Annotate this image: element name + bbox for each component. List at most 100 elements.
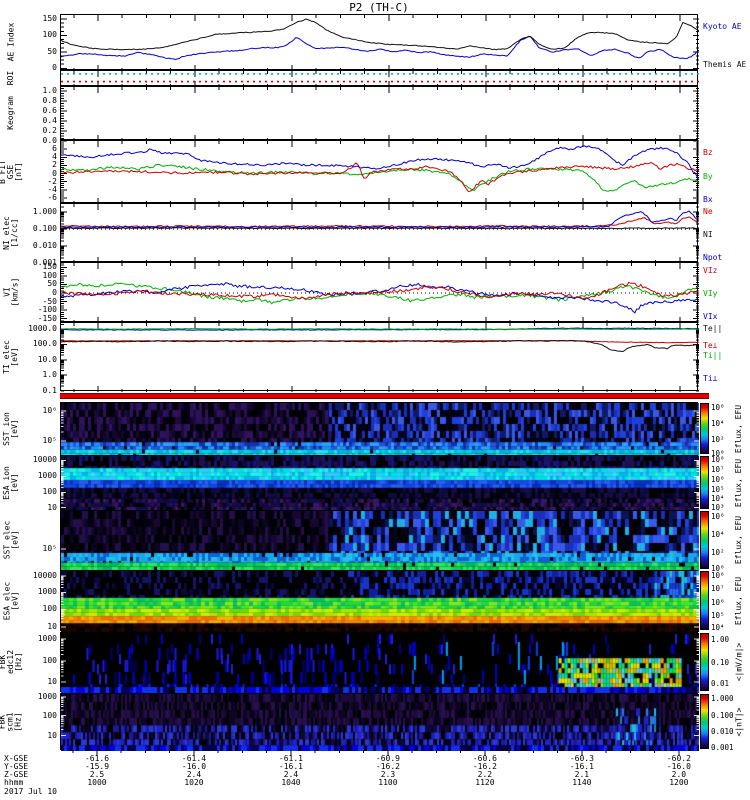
spectro-ticks-fbk-edc12 [61, 638, 699, 683]
ytick-label: -4 [47, 184, 57, 194]
panel-svg-keogram [61, 87, 699, 141]
ytick-label: 10 [47, 730, 57, 740]
series-Ti|| [61, 327, 699, 331]
bottom-value: -61.1 [278, 754, 303, 763]
bottom-value: 1040 [281, 778, 301, 787]
colorbar-tick: 10⁴ [711, 494, 725, 504]
spectro-canvas-sst-elec [61, 511, 699, 571]
bottom-row-label-Z-GSE: Z-GSE [4, 770, 29, 779]
colorbar-tick: 10⁷ [711, 584, 725, 594]
bottom-value: -61.4 [181, 754, 207, 763]
bottom-value: -61.6 [84, 754, 110, 763]
axis-ticks [61, 141, 699, 204]
ytick-label: 100 [42, 604, 57, 614]
ytick-label: 0 [52, 168, 57, 178]
axis-ticks [61, 87, 699, 141]
axis-title-text: FBK edc12 [Hz] [0, 649, 23, 675]
spectro-esa-ion [60, 455, 699, 511]
ytick-label: 100.0 [32, 339, 57, 349]
axis-title-text: SST ion [eV] [2, 411, 19, 446]
bottom-value: -15.9 [84, 762, 110, 771]
spectro-axis-ticks [61, 638, 699, 683]
spectro-canvas-esa-ion [61, 456, 699, 511]
axis-title-v: VI [km/s] [0, 262, 22, 322]
axis-ticks [61, 15, 699, 71]
colorbar-tick: 10⁶ [711, 403, 725, 413]
ytick-label: 10 [47, 677, 57, 687]
legend-KyotoAE: Kyoto AE [703, 22, 742, 32]
plot-title: P2 (TH-C) [349, 1, 409, 14]
legend-VIy: VIy [703, 289, 718, 298]
bottom-value: 1100 [378, 778, 398, 787]
axis-title-bfit: B FIT GSE [nT] [0, 140, 23, 203]
colorbar-tick: 10⁷ [711, 464, 725, 474]
colorbar-label-text: <|mV/m|> [734, 642, 743, 682]
colorbar-tick: 10⁴ [711, 623, 725, 633]
colorbar-tick: 10⁰ [711, 563, 725, 573]
legend-By: By [703, 171, 713, 181]
axis-ticks [61, 263, 699, 323]
axis-title-text: ESA ion [eV] [2, 465, 19, 500]
ytick-label: -150 [37, 313, 57, 323]
axis-title-text: AE Index [6, 22, 15, 62]
bottom-value: 2.3 [380, 770, 396, 779]
ytick-label: 100 [42, 656, 57, 666]
panel-svg-n [61, 204, 699, 263]
bottom-value: 1000 [87, 778, 107, 787]
ytick-label: 1.0 [42, 370, 57, 380]
series-Te|| [61, 339, 699, 353]
axis-title-text: TI elec [eV] [2, 339, 19, 374]
ytick-label: 1000 [37, 691, 57, 701]
colorbar-tick: 10⁸ [711, 570, 725, 580]
colorbar-tick: 0.001 [711, 743, 734, 753]
panel-n [60, 203, 699, 263]
colorbar-tick: 10⁵ [711, 611, 725, 621]
ytick-label: 0.1 [42, 385, 57, 395]
colorbar-label-sst-ion: Eflux, EFU [730, 402, 748, 455]
panel-roi [60, 70, 699, 87]
ytick-label: 50 [47, 279, 57, 289]
series-NI [61, 227, 699, 230]
ytick-label: -50 [42, 296, 57, 306]
ytick-label: 100 [42, 487, 57, 497]
colorbar-label-sst-elec: Eflux, EFU [730, 510, 748, 570]
series-Npot [61, 210, 699, 229]
series-By [61, 163, 699, 192]
spectro-ticks-esa-elec [61, 575, 699, 628]
ytick-label: 10000 [32, 570, 57, 580]
colorbar-tick: 10⁵ [711, 484, 725, 494]
bottom-value: -16.1 [569, 762, 594, 771]
panel-svg-ae [61, 15, 699, 71]
panel-t [60, 322, 699, 392]
series-VIz [61, 281, 699, 301]
colorbar-label-esa-elec: Eflux, EFU [730, 570, 748, 631]
legend-NI: NI [703, 229, 713, 239]
ytick-label: -100 [37, 305, 57, 315]
ytick-label: 0 [52, 63, 57, 73]
bottom-value: -60.3 [569, 754, 594, 763]
axis-title-text: VI [km/s] [2, 277, 19, 307]
ytick-label: 50 [47, 46, 57, 56]
ytick-label: 1000 [37, 587, 57, 597]
colorbar-label-text: Eflux, EFU [734, 458, 744, 507]
axis-title-text: SST elec [eV] [2, 520, 19, 560]
spectro-canvas-sst-ion [61, 403, 699, 456]
axis-title-t: TI elec [eV] [0, 322, 22, 391]
spectro-ticks-sst-ion [61, 410, 699, 442]
ytick-label: 0.010 [32, 241, 57, 251]
axis-ticks [61, 204, 699, 263]
colorbar-sst-ion [700, 403, 709, 454]
panel-bfit [60, 140, 699, 204]
legend-Bz: Bz [703, 147, 713, 157]
legend-Npot: Npot [703, 252, 723, 262]
bottom-value: 2.4 [186, 770, 202, 779]
ytick-label: -2 [47, 176, 57, 186]
spectro-axis-ticks [61, 410, 699, 442]
ytick-label: 10⁶ [42, 405, 57, 415]
legend-Ti: Ti⊥ [703, 374, 718, 384]
panel-svg-t [61, 323, 699, 392]
colorbar-label-text: Eflux, EFU [734, 576, 744, 625]
ytick-label: 10000 [32, 455, 57, 465]
colorbar-label-text: Eflux, EFU [734, 515, 744, 565]
colorbar-label-fbk-edc12: <|mV/m|> [730, 632, 748, 692]
